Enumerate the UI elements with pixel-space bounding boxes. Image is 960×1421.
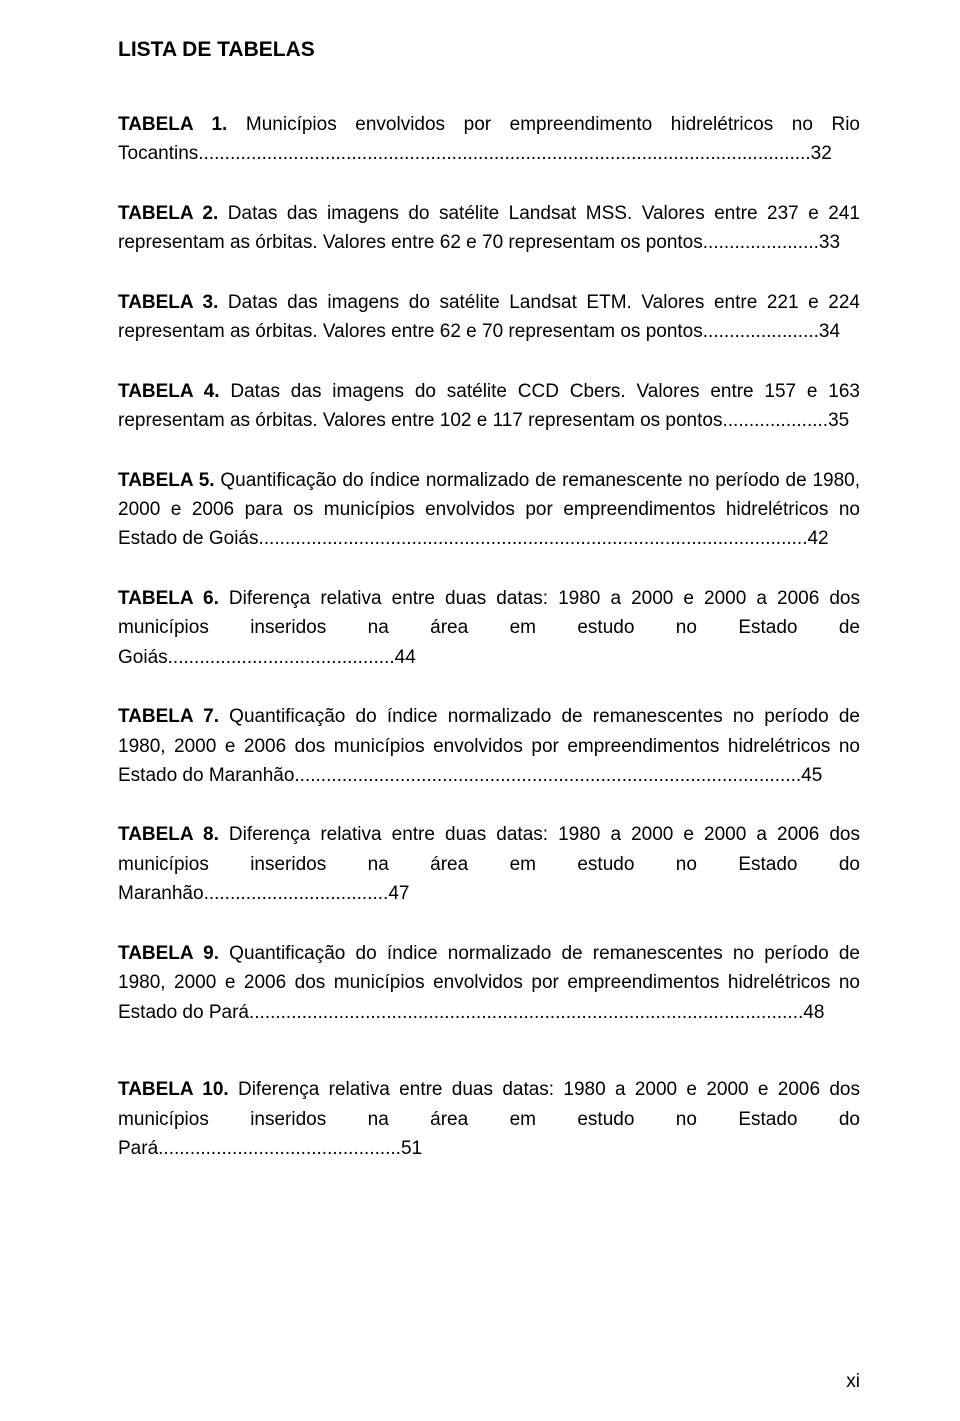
entry-dots: ......................	[703, 321, 819, 342]
entry-label: TABELA 2.	[118, 203, 218, 224]
table-entry: TABELA 9. Quantificação do índice normal…	[118, 939, 860, 1027]
entry-dots: ......................	[703, 232, 819, 253]
list-heading: LISTA DE TABELAS	[118, 38, 860, 62]
table-entry: TABELA 6. Diferença relativa entre duas …	[118, 584, 860, 672]
entry-label: TABELA 4.	[118, 381, 220, 402]
table-entry: TABELA 10. Diferença relativa entre duas…	[118, 1075, 860, 1163]
table-entry: TABELA 4. Datas das imagens do satélite …	[118, 377, 860, 436]
entry-page: 34	[819, 321, 840, 342]
entry-label: TABELA 3.	[118, 292, 218, 313]
entry-label: TABELA 1.	[118, 114, 227, 135]
entry-page: 51	[401, 1138, 422, 1159]
entry-label: TABELA 6.	[118, 588, 219, 609]
entry-dots: ........................................…	[258, 528, 807, 549]
table-entry: TABELA 5. Quantificação do índice normal…	[118, 466, 860, 554]
entry-page: 48	[803, 1002, 824, 1023]
entry-dots: ........................................…	[168, 647, 395, 668]
entry-dots: ...................................	[204, 883, 389, 904]
entry-dots: ........................................…	[249, 1002, 803, 1023]
entry-dots: ........................................…	[294, 765, 801, 786]
entry-dots: ........................................…	[158, 1138, 401, 1159]
entries-container: TABELA 1. Municípios envolvidos por empr…	[118, 110, 860, 1163]
page-number: xi	[846, 1371, 860, 1393]
table-entry: TABELA 7. Quantificação do índice normal…	[118, 702, 860, 790]
entry-page: 35	[828, 410, 849, 431]
entry-page: 47	[388, 883, 409, 904]
entry-label: TABELA 8.	[118, 824, 219, 845]
entry-dots: ........................................…	[198, 143, 810, 164]
entry-page: 44	[395, 647, 416, 668]
entry-label: TABELA 5.	[118, 470, 215, 491]
table-entry: TABELA 2. Datas das imagens do satélite …	[118, 199, 860, 258]
entry-page: 42	[807, 528, 828, 549]
entry-dots: ....................	[722, 410, 828, 431]
entry-label: TABELA 7.	[118, 706, 219, 727]
table-entry: TABELA 1. Municípios envolvidos por empr…	[118, 110, 860, 169]
table-entry: TABELA 8. Diferença relativa entre duas …	[118, 820, 860, 908]
entry-label: TABELA 9.	[118, 943, 219, 964]
entry-label: TABELA 10.	[118, 1079, 229, 1100]
table-entry: TABELA 3. Datas das imagens do satélite …	[118, 288, 860, 347]
entry-page: 33	[819, 232, 840, 253]
entry-page: 45	[801, 765, 822, 786]
entry-page: 32	[811, 143, 832, 164]
